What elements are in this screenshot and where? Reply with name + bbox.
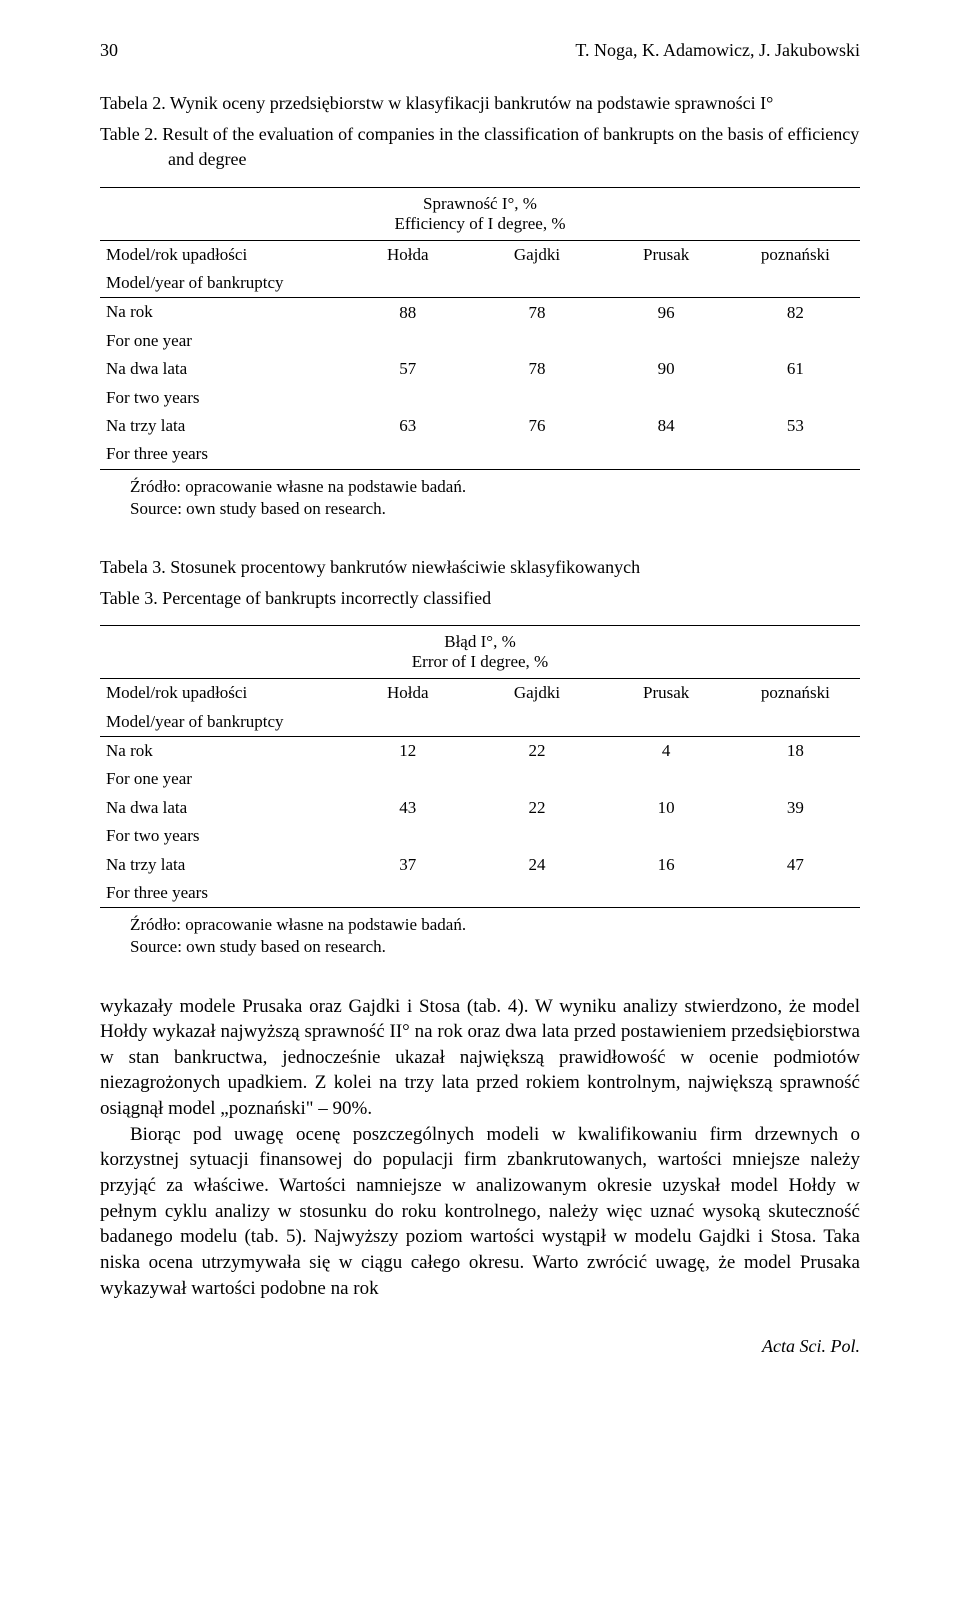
- table-2-rowhead-label-en: Model/year of bankruptcy: [100, 269, 343, 297]
- table-cell: 37: [343, 851, 472, 879]
- table-3-caption: Błąd I°, % Error of I degree, %: [100, 626, 860, 678]
- authors-abbrev: T. Noga, K. Adamowicz, J. Jakubowski: [575, 40, 860, 61]
- table-row-label: Na trzy lata: [100, 412, 343, 440]
- table-3-col-1: Hołda: [343, 679, 472, 707]
- table-2-title-en: Table 2. Result of the evaluation of com…: [100, 122, 860, 172]
- table-3-col-3: Prusak: [602, 679, 731, 707]
- journal-footer: Acta Sci. Pol.: [100, 1336, 860, 1357]
- body-para-2: Biorąc pod uwagę ocenę poszczególnych mo…: [100, 1122, 860, 1301]
- table-2-source-pl: Źródło: opracowanie własne na podstawie …: [130, 476, 860, 498]
- table-2-col-1: Hołda: [343, 241, 472, 269]
- table-cell: 53: [731, 412, 860, 440]
- table-3-caption-pl: Błąd I°, %: [100, 632, 860, 652]
- table-row-label-en: For two years: [100, 822, 343, 850]
- table-2-source-en: Source: own study based on research.: [130, 498, 860, 520]
- table-3-rowhead-label-en: Model/year of bankruptcy: [100, 708, 343, 736]
- table-cell: 47: [731, 851, 860, 879]
- table-row-label-en: For one year: [100, 765, 343, 793]
- table-row-label: Na rok: [100, 737, 343, 765]
- table-cell: 78: [472, 298, 601, 326]
- table-cell: 63: [343, 412, 472, 440]
- table-3-col-2: Gajdki: [472, 679, 601, 707]
- table-3-title-pl: Tabela 3. Stosunek procentowy bankrutów …: [100, 555, 860, 580]
- table-2-block: Tabela 2. Wynik oceny przedsiębiorstw w …: [100, 91, 860, 520]
- table-3-bottom-rule: [100, 907, 860, 908]
- table-cell: 22: [472, 737, 601, 765]
- table-cell: 61: [731, 355, 860, 383]
- table-cell: 88: [343, 298, 472, 326]
- table-cell: 76: [472, 412, 601, 440]
- page-number: 30: [100, 40, 118, 61]
- table-cell: 43: [343, 794, 472, 822]
- table-cell: 39: [731, 794, 860, 822]
- table-cell: 10: [602, 794, 731, 822]
- table-2-col-2: Gajdki: [472, 241, 601, 269]
- table-2-bottom-rule: [100, 469, 860, 470]
- table-cell: 90: [602, 355, 731, 383]
- table-cell: 12: [343, 737, 472, 765]
- table-2-caption-pl: Sprawność I°, %: [100, 194, 860, 214]
- table-row-label-en: For one year: [100, 327, 343, 355]
- table-cell: 22: [472, 794, 601, 822]
- table-3-title-en: Table 3. Percentage of bankrupts incorre…: [100, 586, 860, 611]
- table-cell: 18: [731, 737, 860, 765]
- table-2-col-3: Prusak: [602, 241, 731, 269]
- table-3-caption-en: Error of I degree, %: [100, 652, 860, 672]
- table-2-rowhead-label-pl: Model/rok upadłości: [100, 241, 343, 269]
- table-3-rowhead-label-pl: Model/rok upadłości: [100, 679, 343, 707]
- table-2-title-pl: Tabela 2. Wynik oceny przedsiębiorstw w …: [100, 91, 860, 116]
- table-row-label-en: For three years: [100, 879, 343, 907]
- table-row-label-en: For two years: [100, 384, 343, 412]
- running-header: 30 T. Noga, K. Adamowicz, J. Jakubowski: [100, 40, 860, 61]
- table-2-caption: Sprawność I°, % Efficiency of I degree, …: [100, 188, 860, 240]
- table-cell: 24: [472, 851, 601, 879]
- body-para-1: wykazały modele Prusaka oraz Gajdki i St…: [100, 994, 860, 1122]
- table-cell: 4: [602, 737, 731, 765]
- table-row-label: Na rok: [100, 298, 343, 326]
- table-3: Model/rok upadłości Hołda Gajdki Prusak …: [100, 679, 860, 907]
- table-3-source-pl: Źródło: opracowanie własne na podstawie …: [130, 914, 860, 936]
- table-3-source: Źródło: opracowanie własne na podstawie …: [130, 914, 860, 958]
- table-cell: 78: [472, 355, 601, 383]
- table-3-col-4: poznański: [731, 679, 860, 707]
- table-2: Model/rok upadłości Hołda Gajdki Prusak …: [100, 241, 860, 469]
- table-cell: 96: [602, 298, 731, 326]
- table-3-block: Tabela 3. Stosunek procentowy bankrutów …: [100, 555, 860, 959]
- table-cell: 84: [602, 412, 731, 440]
- table-3-source-en: Source: own study based on research.: [130, 936, 860, 958]
- table-cell: 16: [602, 851, 731, 879]
- table-2-col-4: poznański: [731, 241, 860, 269]
- table-row-label-en: For three years: [100, 440, 343, 468]
- table-2-source: Źródło: opracowanie własne na podstawie …: [130, 476, 860, 520]
- table-2-caption-en: Efficiency of I degree, %: [100, 214, 860, 234]
- table-cell: 82: [731, 298, 860, 326]
- table-row-label: Na trzy lata: [100, 851, 343, 879]
- table-row-label: Na dwa lata: [100, 794, 343, 822]
- table-row-label: Na dwa lata: [100, 355, 343, 383]
- table-cell: 57: [343, 355, 472, 383]
